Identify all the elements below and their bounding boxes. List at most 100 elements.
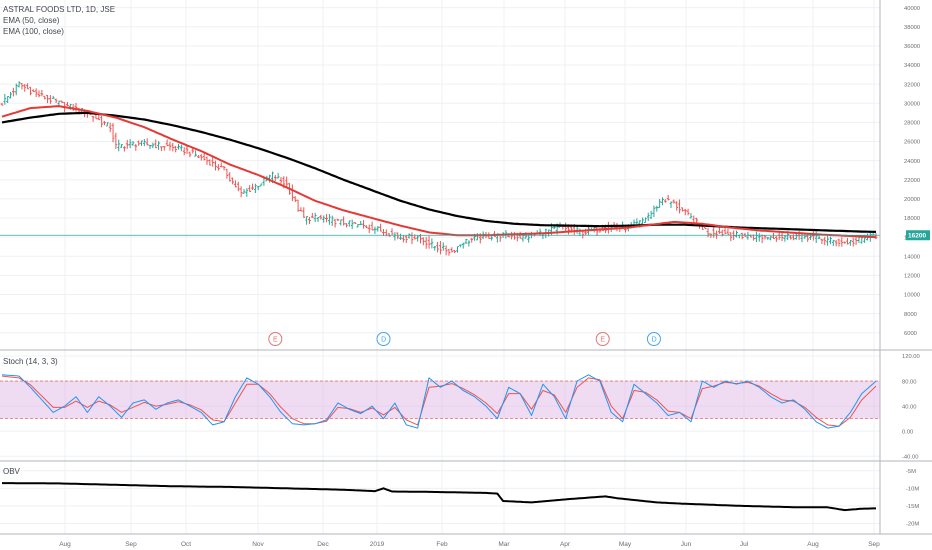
- ohlc-bar: [763, 235, 767, 240]
- ohlc-bar: [370, 221, 374, 231]
- ohlc-bar: [23, 83, 27, 92]
- x-tick-label: Nov: [252, 541, 264, 548]
- y-tick-label: 40.00: [902, 404, 917, 410]
- ohlc-bar: [20, 83, 24, 90]
- ohlc-bar: [402, 235, 405, 243]
- ohlc-bar: [740, 232, 744, 240]
- y-tick-label: 18000: [904, 216, 920, 222]
- ohlc-bar: [399, 233, 402, 241]
- x-tick-label: Sep: [868, 541, 880, 548]
- ohlc-bar: [456, 246, 459, 253]
- ema100-label[interactable]: EMA (100, close): [3, 27, 64, 36]
- ohlc-bar: [433, 246, 437, 251]
- ohlc-bar: [644, 217, 647, 224]
- ohlc-bar: [689, 213, 693, 219]
- y-tick-label: 30000: [904, 101, 920, 107]
- ohlc-bar: [339, 219, 343, 226]
- y-tick-label: 32000: [904, 82, 920, 88]
- ohlc-bar: [225, 168, 229, 179]
- ohlc-bar: [168, 141, 172, 151]
- x-tick-label: May: [619, 541, 632, 548]
- ohlc-bar: [342, 216, 346, 226]
- ohlc-bar: [208, 159, 212, 166]
- ohlc-bar: [436, 241, 439, 253]
- ohlc-bar: [367, 224, 371, 234]
- ohlc-bar: [373, 226, 377, 235]
- ohlc-bar: [140, 140, 143, 146]
- ohlc-bar: [111, 123, 115, 143]
- ohlc-bar: [29, 86, 32, 96]
- event-marker-d: [646, 332, 661, 346]
- stoch-label[interactable]: Stoch (14, 3, 3): [3, 357, 58, 366]
- ohlc-bar: [174, 145, 178, 153]
- ohlc-bar: [125, 139, 129, 149]
- ohlc-bar: [142, 139, 146, 147]
- ohlc-bar: [453, 250, 457, 254]
- ohlc-bar: [461, 242, 465, 249]
- ohlc-bar: [826, 235, 830, 246]
- ohlc-bar: [658, 198, 662, 209]
- y-tick-label: -10M: [906, 487, 919, 493]
- ohlc-bar: [259, 183, 263, 187]
- ohlc-bar: [171, 142, 175, 152]
- ohlc-bar: [279, 176, 283, 184]
- ohlc-bar: [854, 236, 858, 245]
- ohlc-bar: [794, 233, 798, 240]
- ohlc-bar: [165, 139, 169, 147]
- ohlc-bar: [157, 141, 160, 151]
- ohlc-bar: [148, 144, 152, 150]
- obv-label[interactable]: OBV: [3, 467, 20, 476]
- ohlc-bar: [669, 201, 673, 208]
- ohlc-bar: [197, 155, 200, 158]
- ohlc-bar: [353, 221, 357, 224]
- ohlc-bar: [757, 233, 761, 242]
- ohlc-bar: [441, 242, 445, 251]
- ohlc-bar: [809, 234, 812, 241]
- ohlc-bar: [649, 210, 653, 220]
- ohlc-bar: [11, 87, 15, 97]
- ema50-label[interactable]: EMA (50, close): [3, 16, 60, 25]
- y-tick-label: 0.00: [902, 429, 913, 435]
- x-tick-label: Aug: [807, 541, 819, 548]
- ohlc-bar: [811, 231, 815, 241]
- ohlc-bar: [843, 241, 847, 244]
- ohlc-bar: [211, 156, 215, 167]
- event-marker-label: D: [652, 337, 657, 344]
- event-marker-label: E: [273, 337, 278, 344]
- ohlc-bar: [74, 102, 78, 112]
- ohlc-bar: [695, 217, 699, 223]
- x-tick-label: Dec: [317, 541, 329, 548]
- ohlc-bar: [194, 150, 197, 157]
- y-tick-label: 22000: [904, 178, 920, 184]
- ohlc-bar: [100, 115, 104, 128]
- ohlc-bar: [305, 216, 309, 225]
- last-price-label: 16200: [908, 233, 926, 240]
- ohlc-bar: [105, 122, 109, 127]
- ohlc-bar: [325, 214, 328, 223]
- ohlc-bar: [251, 183, 254, 190]
- ohlc-bar: [726, 228, 730, 235]
- ohlc-bar: [464, 238, 468, 245]
- ohlc-bar: [97, 114, 101, 121]
- y-tick-label: 80.00: [902, 379, 917, 385]
- ohlc-bar: [439, 241, 442, 255]
- ohlc-bar: [26, 83, 30, 90]
- ohlc-bar: [134, 143, 138, 151]
- ohlc-bar: [846, 237, 849, 245]
- x-tick-label: Feb: [436, 541, 448, 548]
- ohlc-bar: [712, 226, 716, 238]
- ohlc-bar: [313, 212, 317, 222]
- ohlc-bar: [137, 140, 141, 146]
- ohlc-bar: [421, 237, 425, 246]
- ohlc-bar: [219, 162, 223, 168]
- ohlc-bar: [646, 212, 650, 221]
- ohlc-bar: [9, 91, 12, 99]
- ohlc-bar: [145, 138, 149, 146]
- ohlc-bar: [51, 95, 55, 99]
- ohlc-bar: [256, 185, 260, 191]
- y-tick-label: 12000: [904, 274, 920, 280]
- ohlc-bar: [641, 217, 644, 225]
- ohlc-bar: [302, 207, 306, 218]
- y-tick-label: 40000: [904, 6, 920, 12]
- ohlc-bar: [0, 102, 4, 106]
